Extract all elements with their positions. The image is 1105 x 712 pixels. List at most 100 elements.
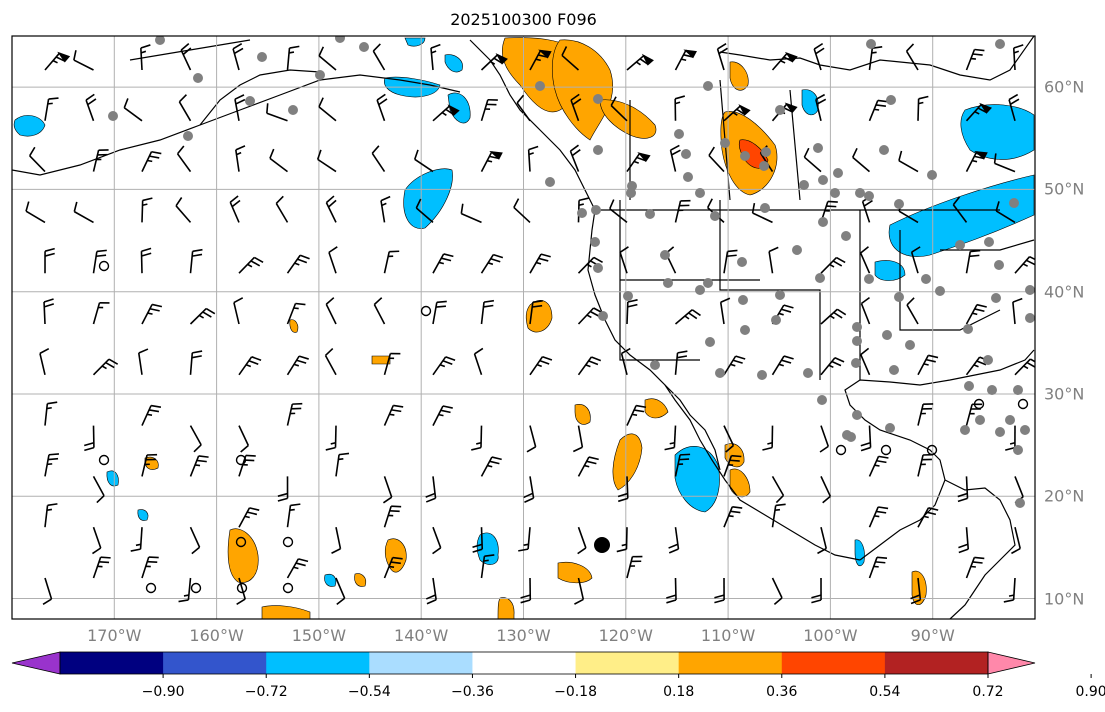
- colorbar-segment: [163, 652, 267, 674]
- wind-barb: [480, 554, 495, 579]
- wind-barb: [668, 527, 680, 554]
- wind-barb: [516, 94, 531, 122]
- station-dot: [359, 42, 369, 52]
- station-dot: [623, 291, 633, 301]
- colorbar-label: −0.54: [347, 684, 391, 700]
- wind-barb: [84, 425, 95, 452]
- calm-ring: [282, 536, 294, 548]
- wind-barb: [820, 476, 832, 504]
- field-contour: [354, 573, 367, 587]
- field-contour: [227, 528, 259, 583]
- wind-barb: [762, 425, 774, 451]
- wind-barb: [513, 198, 531, 223]
- station-dot: [740, 325, 750, 335]
- field-contour: [137, 509, 149, 521]
- wind-barb: [723, 104, 751, 122]
- wind-barb: [868, 506, 889, 528]
- lat-label: 40°N: [1044, 282, 1085, 302]
- station-dot: [1020, 425, 1030, 435]
- wind-barb: [811, 577, 822, 604]
- wind-barb: [92, 476, 105, 504]
- calm-ring: [235, 454, 247, 466]
- field-contour: [551, 39, 614, 141]
- wind-barb: [610, 96, 628, 122]
- field-contour: [403, 168, 453, 229]
- station-dot: [593, 145, 603, 155]
- station-dot: [842, 430, 852, 440]
- wind-barb: [415, 198, 434, 224]
- wind-barb: [189, 425, 202, 453]
- wind-barb: [325, 425, 337, 451]
- wind-barb: [674, 453, 691, 477]
- station-dot: [894, 199, 904, 209]
- wind-barb: [771, 355, 794, 376]
- wind-barb: [674, 350, 688, 375]
- station-dot: [591, 205, 601, 215]
- station-dot: [921, 274, 931, 284]
- wind-barb: [472, 527, 484, 553]
- wind-barb: [236, 577, 246, 605]
- calm-ring: [145, 582, 157, 594]
- wind-barb: [906, 297, 919, 325]
- wind-barb: [92, 556, 111, 579]
- station-markers: [98, 36, 1035, 594]
- wind-barb: [860, 347, 871, 376]
- station-dot: [963, 324, 973, 334]
- station-dot: [759, 161, 769, 171]
- wind-barb: [958, 527, 970, 554]
- wind-barb: [331, 527, 342, 554]
- wind-barb: [868, 556, 888, 579]
- station-dot: [257, 52, 267, 62]
- wind-barb: [180, 43, 192, 71]
- wind-barb: [616, 527, 628, 553]
- wind-barb: [234, 94, 246, 121]
- station-dot: [193, 73, 203, 83]
- station-dot: [738, 295, 748, 305]
- wind-barb: [723, 425, 735, 453]
- wind-barb: [229, 195, 241, 223]
- station-dot: [1009, 198, 1019, 208]
- station-dot: [1005, 415, 1015, 425]
- wind-barb: [123, 98, 143, 122]
- lon-label: 140°W: [394, 626, 449, 645]
- wind-barb: [325, 297, 337, 325]
- wind-barb: [674, 199, 691, 223]
- field-contour: [289, 319, 299, 333]
- station-dot: [852, 410, 862, 420]
- station-dot: [894, 292, 904, 302]
- wind-barb: [286, 254, 310, 274]
- lon-label: 160°W: [189, 626, 244, 645]
- wind-barb: [373, 297, 386, 325]
- wind-barb: [898, 150, 919, 173]
- coastline-segment: [587, 209, 861, 561]
- calm-ring: [1017, 398, 1029, 410]
- wind-barb: [335, 577, 346, 606]
- wind-barb: [43, 298, 55, 325]
- wind-barb: [803, 147, 822, 173]
- station-dot: [818, 217, 828, 227]
- station-dot: [740, 151, 750, 161]
- station-dot: [817, 395, 827, 405]
- wind-barb: [175, 197, 192, 223]
- wind-barb: [286, 402, 303, 426]
- station-dot: [626, 188, 636, 198]
- wind-barb: [432, 405, 453, 426]
- field-contour: [644, 398, 669, 419]
- wind-barb: [328, 246, 338, 274]
- wind-barb: [480, 53, 508, 71]
- wind-barb: [815, 93, 827, 121]
- colorbar-label: 0.54: [869, 684, 901, 700]
- colorbar-low-extend: [11, 651, 61, 675]
- station-dot: [955, 240, 965, 250]
- wind-barb: [371, 145, 386, 173]
- wind-barb: [316, 149, 337, 173]
- wind-barb: [432, 356, 456, 376]
- station-dot: [855, 188, 865, 198]
- wind-barb: [383, 250, 400, 274]
- wind-barb: [1008, 93, 1020, 122]
- wind-barb: [383, 556, 403, 579]
- colorbar-label: 0.36: [766, 684, 798, 700]
- wind-barb: [910, 246, 921, 274]
- station-dot: [792, 245, 802, 255]
